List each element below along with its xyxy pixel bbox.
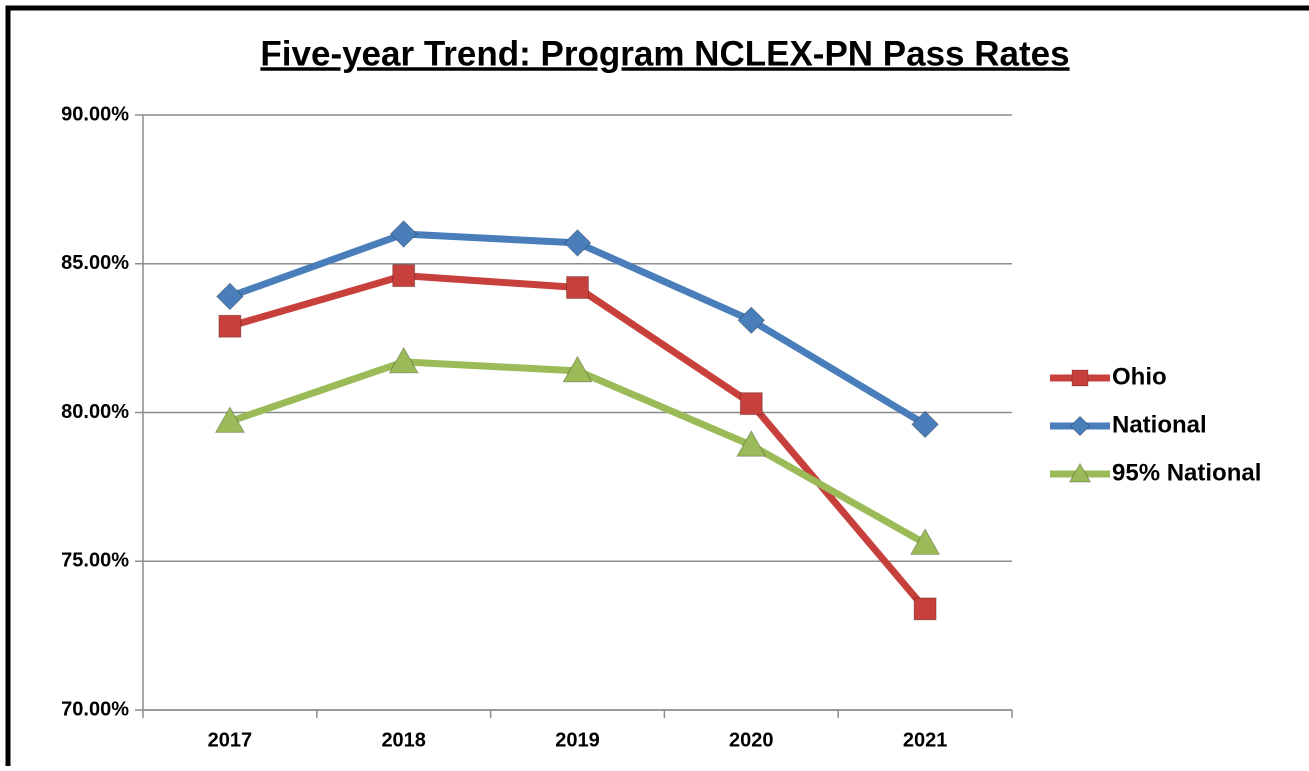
marker (215, 282, 244, 311)
marker (388, 346, 419, 374)
marker (1068, 462, 1092, 483)
legend-label: National (1112, 411, 1207, 438)
marker (1071, 369, 1089, 387)
marker (911, 410, 940, 439)
marker (739, 392, 763, 416)
x-tick-label: 2021 (903, 729, 948, 751)
marker (736, 429, 767, 457)
x-tick-label: 2019 (555, 729, 600, 751)
marker (214, 406, 246, 433)
y-tick-label: 75.00% (61, 550, 129, 572)
marker (566, 276, 589, 300)
marker (392, 264, 416, 288)
x-tick-label: 2020 (729, 729, 774, 751)
y-tick-label: 70.00% (61, 698, 129, 720)
marker (563, 229, 592, 257)
legend-label: 95% National (1112, 459, 1261, 486)
marker (562, 355, 593, 383)
marker (909, 528, 941, 555)
y-tick-label: 80.00% (61, 401, 129, 423)
y-tick-label: 90.00% (61, 103, 129, 125)
marker (389, 220, 418, 248)
x-tick-label: 2017 (208, 729, 253, 751)
x-tick-label: 2018 (381, 729, 426, 751)
y-tick-label: 85.00% (61, 252, 129, 274)
marker (1069, 415, 1091, 437)
marker (218, 314, 242, 338)
legend-label: Ohio (1112, 363, 1167, 390)
chart-title: Five-year Trend: Program NCLEX-PN Pass R… (260, 34, 1069, 73)
marker (913, 597, 937, 621)
marker (737, 306, 766, 335)
frame (5, 5, 1309, 771)
